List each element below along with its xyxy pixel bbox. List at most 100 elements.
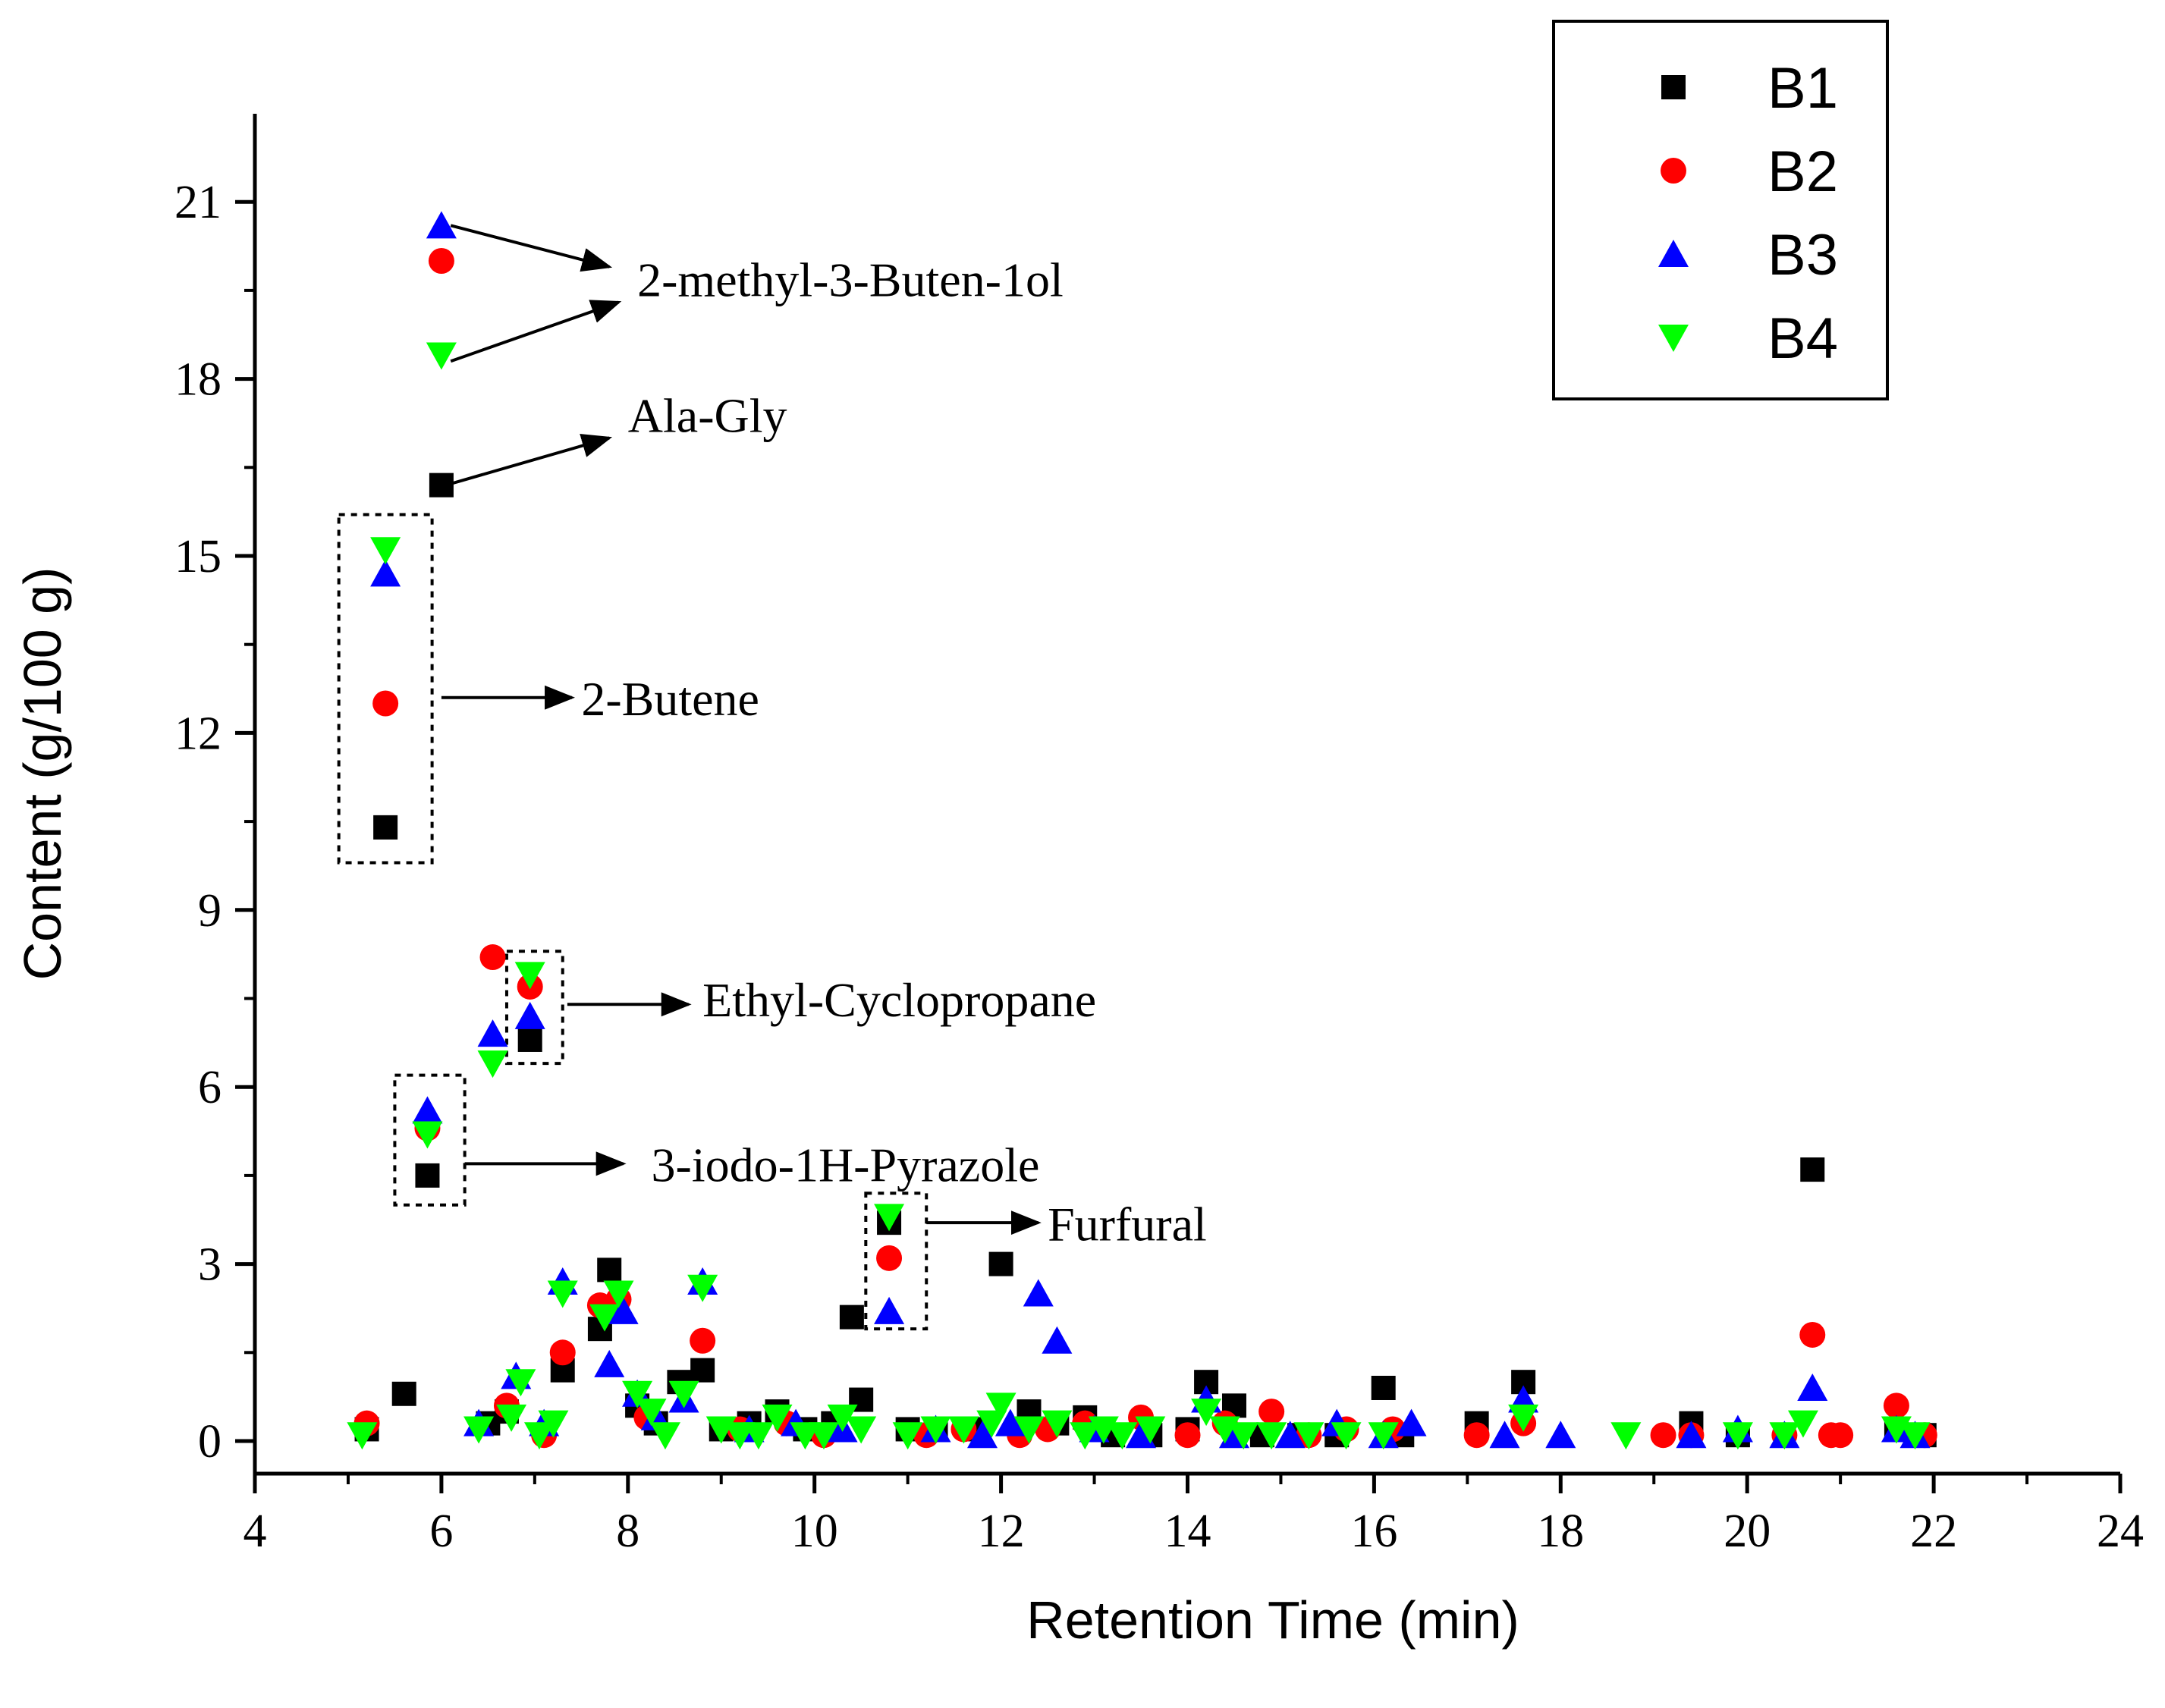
- data-point: [1610, 1422, 1642, 1450]
- data-point: [948, 1416, 979, 1444]
- series-b2: [354, 248, 1937, 1449]
- data-point: [1650, 1422, 1676, 1449]
- y-tick-label: 18: [174, 354, 222, 406]
- x-tick-label: 12: [978, 1505, 1025, 1557]
- y-tick-label: 6: [198, 1062, 222, 1113]
- data-point: [608, 1296, 639, 1324]
- data-point: [920, 1416, 951, 1444]
- data-point: [1899, 1422, 1931, 1450]
- annotation-arrow: [450, 300, 622, 363]
- data-point: [636, 1399, 667, 1427]
- data-point: [1722, 1422, 1753, 1450]
- data-point: [762, 1404, 793, 1432]
- x-tick-label: 16: [1350, 1505, 1397, 1557]
- data-point: [668, 1380, 699, 1408]
- data-point: [690, 1327, 716, 1354]
- annotation-arrow: [445, 434, 613, 487]
- legend-label-b2: B2: [1768, 140, 1838, 204]
- data-point: [463, 1416, 495, 1444]
- data-point: [1256, 1422, 1287, 1450]
- data-point: [1174, 1422, 1201, 1449]
- data-point: [1463, 1422, 1490, 1449]
- y-tick-label: 9: [198, 885, 222, 937]
- data-point: [477, 1019, 508, 1047]
- data-point: [429, 473, 454, 498]
- data-point: [622, 1380, 653, 1408]
- data-point: [1258, 1399, 1285, 1425]
- y-tick-label: 12: [174, 708, 222, 759]
- data-point: [743, 1422, 774, 1450]
- data-point: [1070, 1422, 1101, 1450]
- data-point: [874, 1296, 905, 1324]
- data-point: [1368, 1422, 1399, 1450]
- data-point: [1023, 1279, 1054, 1307]
- data-point: [1042, 1326, 1073, 1354]
- x-tick-label: 10: [791, 1505, 838, 1557]
- data-point: [479, 944, 506, 971]
- legend: B1 B2 B3 B4: [1552, 20, 1889, 400]
- data-point: [603, 1280, 634, 1308]
- x-tick-label: 18: [1537, 1505, 1584, 1557]
- data-point: [1107, 1422, 1138, 1450]
- axes-layer: 4 6 8 10 12 14 16 18 20 22 24 0 3 6 9 12 15 18 21: [174, 114, 2144, 1557]
- x-tick-label: 6: [429, 1505, 453, 1557]
- annotation-label: Ethyl-Cyclopropane: [702, 973, 1096, 1027]
- data-point: [415, 1163, 440, 1188]
- x-tick-label: 24: [2097, 1505, 2144, 1557]
- legend-label-b4: B4: [1768, 306, 1838, 371]
- data-point: [597, 1257, 622, 1283]
- data-point: [827, 1404, 858, 1432]
- data-point: [1191, 1399, 1222, 1427]
- data-point: [589, 1304, 621, 1332]
- annotation-label: 3-iodo-1H-Pyrazole: [652, 1138, 1040, 1192]
- data-point: [690, 1358, 715, 1383]
- legend-box: [1552, 20, 1889, 400]
- highlight-box: [393, 1073, 467, 1207]
- annotation-label: Ala-Gly: [628, 389, 787, 443]
- data-point: [1371, 1375, 1396, 1400]
- legend-marker-b1: [1661, 75, 1686, 99]
- annotations-layer: 2-methyl-3-Buten-1ol Ala-Gly 2-Butene Ethyl…: [441, 224, 1207, 1251]
- data-point: [1042, 1410, 1073, 1438]
- data-point: [426, 211, 457, 239]
- legend-label-b1: B1: [1768, 56, 1838, 121]
- data-point: [370, 559, 401, 587]
- data-point: [846, 1416, 877, 1444]
- data-point: [1331, 1422, 1362, 1450]
- data-point: [372, 690, 399, 717]
- data-point: [391, 1381, 416, 1406]
- data-point: [1228, 1422, 1259, 1450]
- data-point: [373, 815, 398, 840]
- data-point: [1274, 1421, 1306, 1449]
- data-point: [808, 1422, 839, 1450]
- data-points-layer: [347, 211, 1937, 1450]
- data-point: [412, 1121, 443, 1149]
- annotation-label: Furfural: [1048, 1197, 1207, 1251]
- data-point: [988, 1251, 1013, 1276]
- x-tick-label: 4: [244, 1505, 267, 1557]
- data-point: [547, 1280, 578, 1308]
- legend-marker-b4: [1658, 325, 1689, 352]
- highlight-box: [504, 950, 564, 1066]
- data-point: [1489, 1421, 1520, 1449]
- data-point: [1293, 1422, 1324, 1450]
- y-axis-title: Content (g/100 g): [13, 567, 72, 981]
- data-point: [428, 248, 454, 274]
- data-point: [426, 342, 457, 370]
- y-tick-label: 15: [174, 531, 222, 582]
- data-point: [1508, 1404, 1539, 1432]
- data-point: [1800, 1157, 1825, 1182]
- data-point: [1396, 1408, 1427, 1436]
- data-point: [1545, 1421, 1576, 1449]
- data-point: [874, 1204, 905, 1232]
- x-axis-title: Retention Time (min): [1026, 1590, 1519, 1650]
- y-tick-label: 3: [198, 1239, 222, 1291]
- y-tick-label: 0: [198, 1416, 222, 1468]
- data-point: [1013, 1416, 1045, 1444]
- data-point: [594, 1349, 625, 1377]
- data-point: [1787, 1410, 1818, 1438]
- x-tick-label: 22: [1910, 1505, 1957, 1557]
- series-b4: [347, 342, 1931, 1450]
- data-point: [370, 537, 401, 565]
